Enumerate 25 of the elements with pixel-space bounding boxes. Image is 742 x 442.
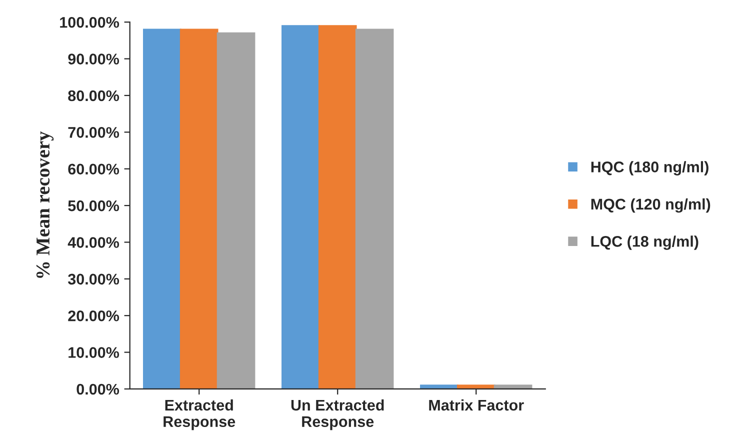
- bar: [494, 384, 532, 389]
- y-tick-label: 100.00%: [60, 16, 120, 28]
- y-tick-label: 80.00%: [68, 90, 120, 102]
- bar: [143, 28, 182, 389]
- x-tick-label: Un Extracted Response: [291, 399, 384, 430]
- legend-label: HQC (180 ng/ml): [591, 161, 708, 176]
- legend-label: MQC (120 ng/ml): [591, 198, 710, 213]
- bar: [282, 25, 320, 389]
- x-tick-label: Extracted Response: [164, 399, 236, 430]
- x-tick-label: Matrix Factor: [429, 399, 524, 411]
- y-tick-label: 70.00%: [68, 127, 120, 138]
- legend-label: LQC (18 ng/ml): [591, 236, 698, 250]
- y-axis-title: % Mean recovery: [36, 131, 54, 278]
- bar: [216, 32, 256, 389]
- bar: [318, 25, 357, 389]
- y-tick-label: 0.00%: [76, 384, 120, 395]
- y-tick-label: 20.00%: [68, 310, 120, 322]
- y-tick-label: 50.00%: [68, 200, 120, 212]
- y-tick-label: 60.00%: [68, 164, 120, 175]
- y-tick-label: 90.00%: [68, 54, 120, 64]
- bar: [355, 28, 394, 389]
- bar: [180, 28, 218, 389]
- y-tick-label: 40.00%: [68, 237, 120, 248]
- y-tick-label: 10.00%: [68, 347, 120, 358]
- y-tick-label: 30.00%: [68, 274, 120, 285]
